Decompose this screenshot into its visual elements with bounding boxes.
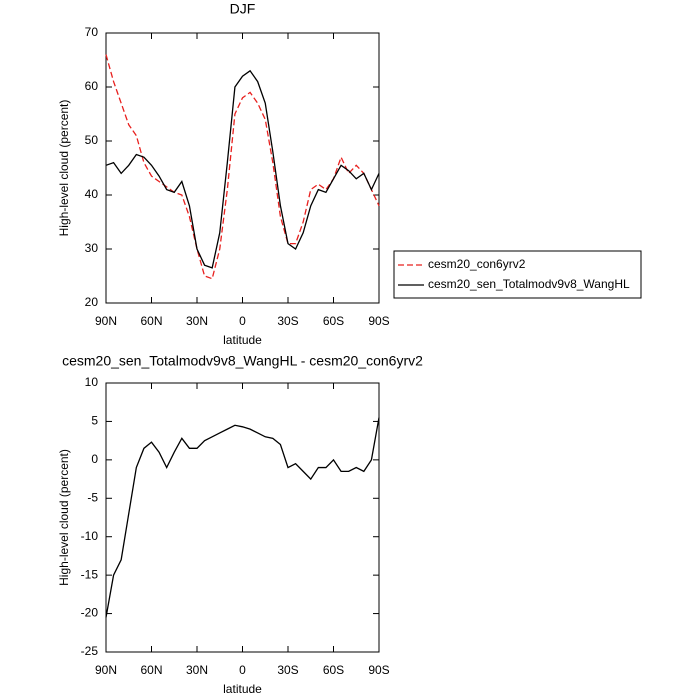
y-tick-label: 60: [85, 79, 99, 93]
y-tick-label: -15: [81, 567, 99, 581]
x-axis-label: latitude: [223, 333, 262, 347]
y-tick-label: -25: [81, 644, 99, 658]
y-tick-label: 70: [85, 25, 99, 39]
x-tick-label: 60N: [140, 663, 162, 677]
y-tick-label: 10: [85, 375, 99, 389]
y-tick-label: 5: [91, 414, 98, 428]
x-tick-label: 0: [239, 663, 246, 677]
y-tick-label: -5: [87, 490, 98, 504]
y-axis-label: High-level cloud (percent): [57, 449, 71, 586]
y-tick-label: 40: [85, 187, 99, 201]
legend-box: [393, 250, 642, 299]
chart-title: DJF: [230, 1, 256, 17]
y-tick-label: 0: [91, 452, 98, 466]
x-tick-label: 60S: [323, 663, 344, 677]
x-tick-label: 30S: [277, 663, 298, 677]
x-tick-label: 90S: [368, 314, 389, 328]
y-tick-label: -20: [81, 606, 99, 620]
x-tick-label: 30S: [277, 314, 298, 328]
legend-label: cesm20_sen_Totalmodv9v8_WangHL: [428, 277, 630, 291]
x-tick-label: 90N: [95, 663, 117, 677]
x-tick-label: 30N: [186, 314, 208, 328]
x-tick-label: 60S: [323, 314, 344, 328]
chart-title: cesm20_sen_Totalmodv9v8_WangHL - cesm20_…: [62, 353, 423, 369]
y-tick-label: 50: [85, 133, 99, 147]
y-tick-label: -10: [81, 529, 99, 543]
y-axis-label: High-level cloud (percent): [57, 100, 71, 237]
data-line: [105, 417, 380, 618]
data-line: [105, 69, 380, 269]
y-tick-label: 20: [85, 295, 99, 309]
x-tick-label: 90N: [95, 314, 117, 328]
legend-label: cesm20_con6yrv2: [428, 257, 526, 271]
x-tick-label: 90S: [368, 663, 389, 677]
x-tick-label: 0: [239, 314, 246, 328]
data-line: [105, 54, 380, 280]
plot-frame: [105, 382, 380, 653]
x-axis-label: latitude: [223, 682, 262, 696]
x-tick-label: 60N: [140, 314, 162, 328]
x-tick-label: 30N: [186, 663, 208, 677]
y-tick-label: 30: [85, 241, 99, 255]
